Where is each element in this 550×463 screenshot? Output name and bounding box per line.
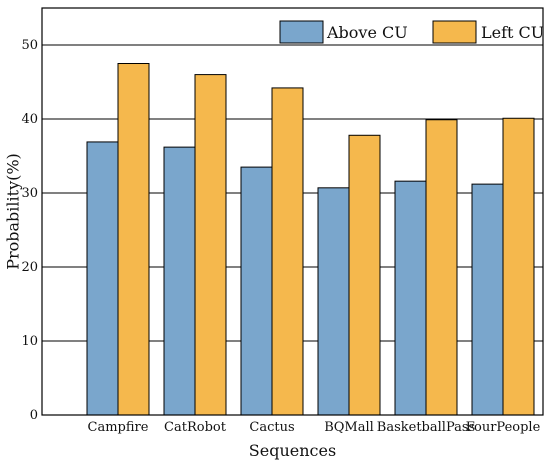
y-axis-title: Probability(%)	[4, 153, 23, 270]
legend-swatch	[432, 20, 477, 44]
x-tick-label: BQMall	[324, 420, 374, 435]
bar-above-cu-campfire	[86, 141, 119, 416]
plot-frame	[41, 7, 544, 416]
x-axis-title: Sequences	[249, 441, 336, 460]
bar-above-cu-fourpeople	[471, 183, 504, 416]
bar-above-cu-cactus	[240, 166, 273, 416]
x-tick-label: BasketballPass	[377, 420, 475, 435]
x-tick-label: CatRobot	[164, 420, 227, 435]
y-tick-label: 40	[21, 112, 38, 127]
y-tick-label: 10	[21, 334, 38, 349]
legend: Above CU Left CU	[279, 20, 544, 44]
bar-left-cu-basketballpass	[425, 119, 458, 416]
y-tick-label: 20	[21, 260, 38, 275]
x-tick-label: Campfire	[88, 420, 149, 435]
bar-above-cu-bqmall	[317, 187, 350, 416]
x-tick-label: Cactus	[249, 420, 294, 435]
y-axis-ticks: 0 10 20 30 40 50	[21, 38, 46, 423]
y-tick-label: 50	[21, 38, 38, 53]
legend-label: Above CU	[326, 23, 408, 42]
bar-above-cu-catrobot	[163, 146, 196, 416]
y-tick-label: 0	[30, 408, 38, 423]
bar-left-cu-cactus	[271, 87, 304, 416]
legend-swatch	[279, 20, 324, 44]
legend-label: Left CU	[481, 23, 544, 42]
x-axis-ticks: Campfire CatRobot Cactus BQMall BasketballPa…	[88, 420, 541, 435]
bar-left-cu-campfire	[117, 63, 150, 416]
x-tick-label: FourPeople	[466, 420, 541, 435]
bars	[86, 63, 535, 416]
y-tick-label: 30	[21, 186, 38, 201]
bar-left-cu-catrobot	[194, 74, 227, 416]
bar-above-cu-basketballpass	[394, 180, 427, 416]
bar-left-cu-fourpeople	[502, 117, 535, 416]
bar-left-cu-bqmall	[348, 134, 381, 416]
